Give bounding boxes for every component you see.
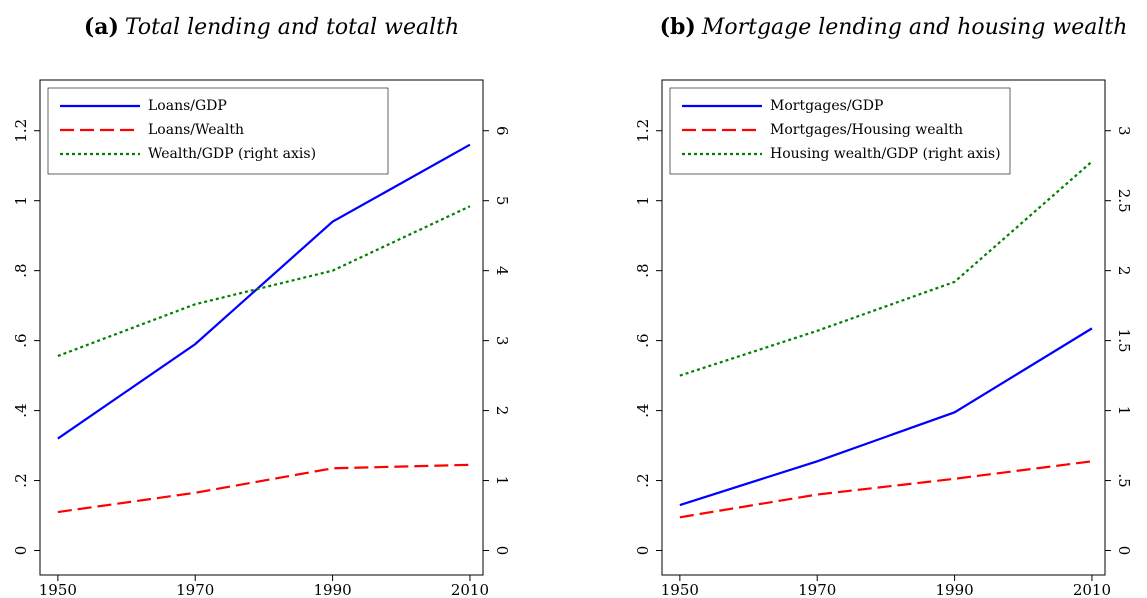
legend-label: Mortgages/GDP — [770, 98, 883, 114]
y-tick-label: .8 — [634, 263, 652, 277]
x-tick-label: 1990 — [313, 581, 351, 598]
y2-tick-label: 1 — [493, 476, 511, 486]
y2-tick-label: 5 — [493, 196, 511, 206]
y2-tick-label: .5 — [1115, 473, 1133, 487]
panel-label: (a) — [84, 14, 119, 40]
x-tick-label: 1950 — [661, 581, 699, 598]
y2-tick-label: 3 — [493, 336, 511, 346]
x-tick-label: 1990 — [935, 581, 973, 598]
series-line — [679, 327, 1093, 507]
y-tick-label: 1.2 — [634, 119, 652, 143]
y2-tick-label: 0 — [1115, 546, 1133, 556]
y-tick-label: 1 — [634, 196, 652, 206]
series-line — [57, 143, 471, 440]
panel-label: (b) — [660, 14, 696, 40]
legend-label: Loans/Wealth — [148, 122, 244, 138]
y2-tick-label: 2.5 — [1115, 189, 1133, 213]
legend-label: Mortgages/Housing wealth — [770, 122, 963, 138]
y-tick-label: 1 — [12, 196, 30, 206]
x-tick-label: 1950 — [39, 581, 77, 598]
y2-tick-label: 4 — [493, 266, 511, 276]
panel-title: (b) Mortgage lending and housing wealth — [660, 14, 1128, 40]
series-line — [679, 460, 1093, 519]
y2-tick-label: 6 — [493, 126, 511, 136]
legend-label: Loans/GDP — [148, 98, 227, 114]
y-tick-label: .6 — [12, 333, 30, 347]
y-tick-label: .4 — [12, 403, 30, 417]
panel-title: (a) Total lending and total wealth — [84, 14, 459, 40]
y2-tick-label: 3 — [1115, 126, 1133, 136]
x-tick-label: 2010 — [451, 581, 489, 598]
legend-label: Housing wealth/GDP (right axis) — [770, 146, 1001, 162]
y-tick-label: 0 — [634, 546, 652, 556]
x-tick-label: 2010 — [1073, 581, 1111, 598]
y2-tick-label: 2 — [493, 406, 511, 416]
y-tick-label: 1.2 — [12, 119, 30, 143]
y2-tick-label: 1.5 — [1115, 329, 1133, 353]
series-line — [679, 160, 1093, 377]
y-tick-label: .4 — [634, 403, 652, 417]
y-tick-label: .6 — [634, 333, 652, 347]
series-line — [57, 205, 471, 358]
plot-frame — [661, 79, 1106, 576]
y2-tick-label: 0 — [493, 546, 511, 556]
panel-title-text: Mortgage lending and housing wealth — [701, 15, 1128, 40]
y2-tick-label: 1 — [1115, 406, 1133, 416]
y2-tick-label: 2 — [1115, 266, 1133, 276]
panel-title-text: Total lending and total wealth — [125, 15, 459, 40]
plot-frame — [39, 79, 484, 576]
x-tick-label: 1970 — [176, 581, 214, 598]
y-tick-label: 0 — [12, 546, 30, 556]
y-tick-label: .2 — [12, 473, 30, 487]
y-tick-label: .8 — [12, 263, 30, 277]
series-line — [57, 463, 470, 514]
x-tick-label: 1970 — [798, 581, 836, 598]
legend-label: Wealth/GDP (right axis) — [148, 146, 316, 162]
y-tick-label: .2 — [634, 473, 652, 487]
